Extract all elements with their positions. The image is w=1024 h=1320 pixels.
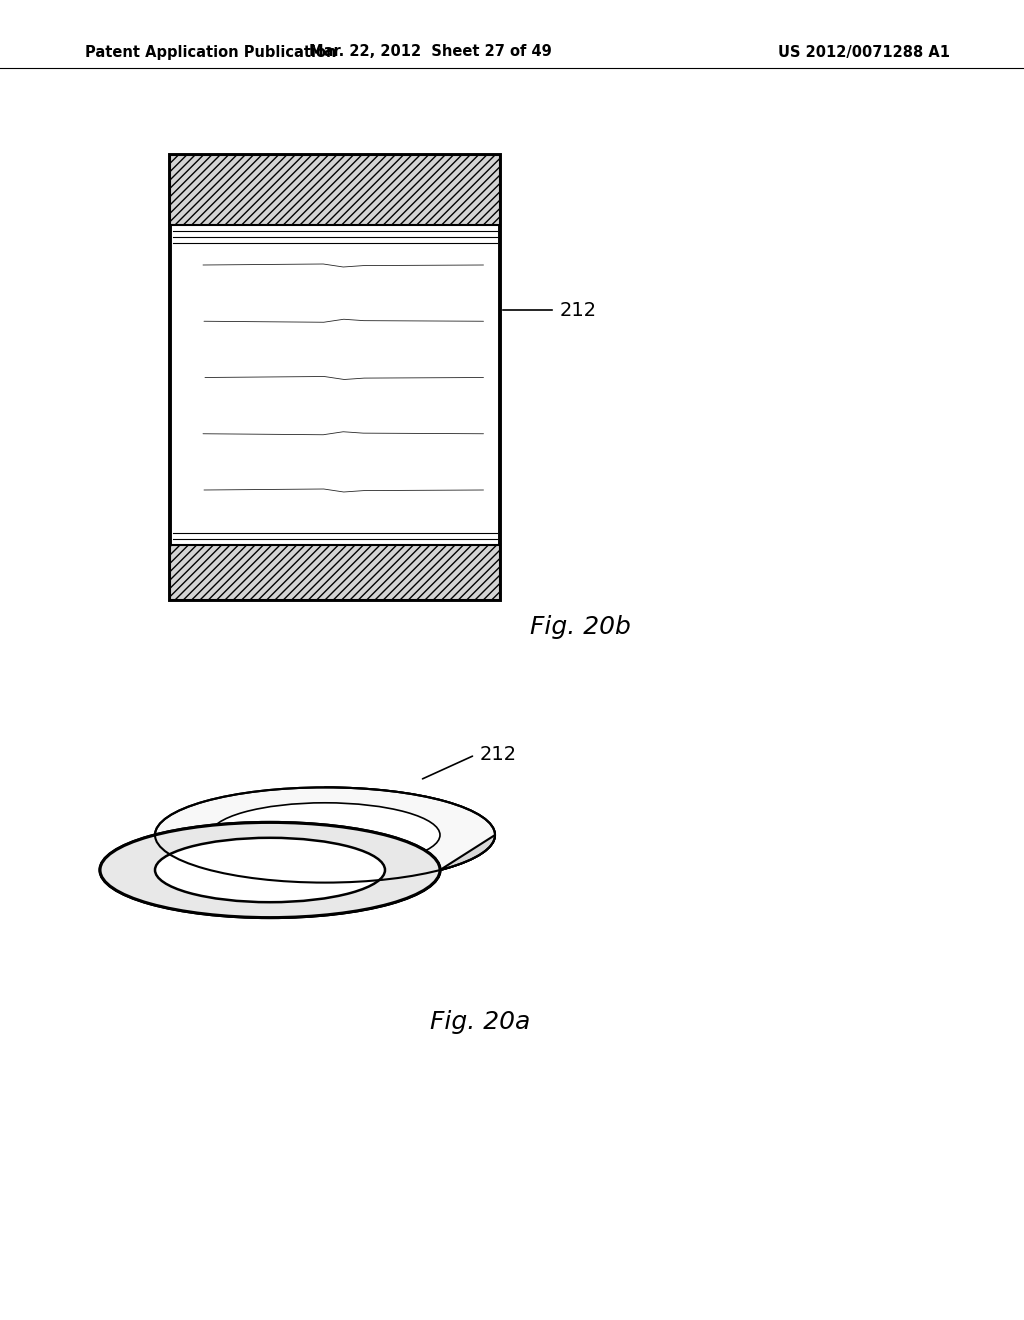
Ellipse shape [155,838,385,902]
Text: Mar. 22, 2012  Sheet 27 of 49: Mar. 22, 2012 Sheet 27 of 49 [308,45,551,59]
Ellipse shape [155,788,495,883]
Text: Patent Application Publication: Patent Application Publication [85,45,337,59]
Text: 212: 212 [480,746,517,764]
Ellipse shape [100,822,440,917]
Bar [170,545,500,601]
Ellipse shape [155,838,385,902]
Polygon shape [100,836,495,917]
Text: Fig. 20a: Fig. 20a [430,1010,530,1034]
Text: 212: 212 [560,301,597,319]
Ellipse shape [100,822,440,917]
Bar [170,154,500,601]
Bar [170,154,500,224]
Ellipse shape [210,803,440,867]
Polygon shape [270,788,495,917]
Text: Fig. 20b: Fig. 20b [530,615,631,639]
Text: US 2012/0071288 A1: US 2012/0071288 A1 [778,45,950,59]
